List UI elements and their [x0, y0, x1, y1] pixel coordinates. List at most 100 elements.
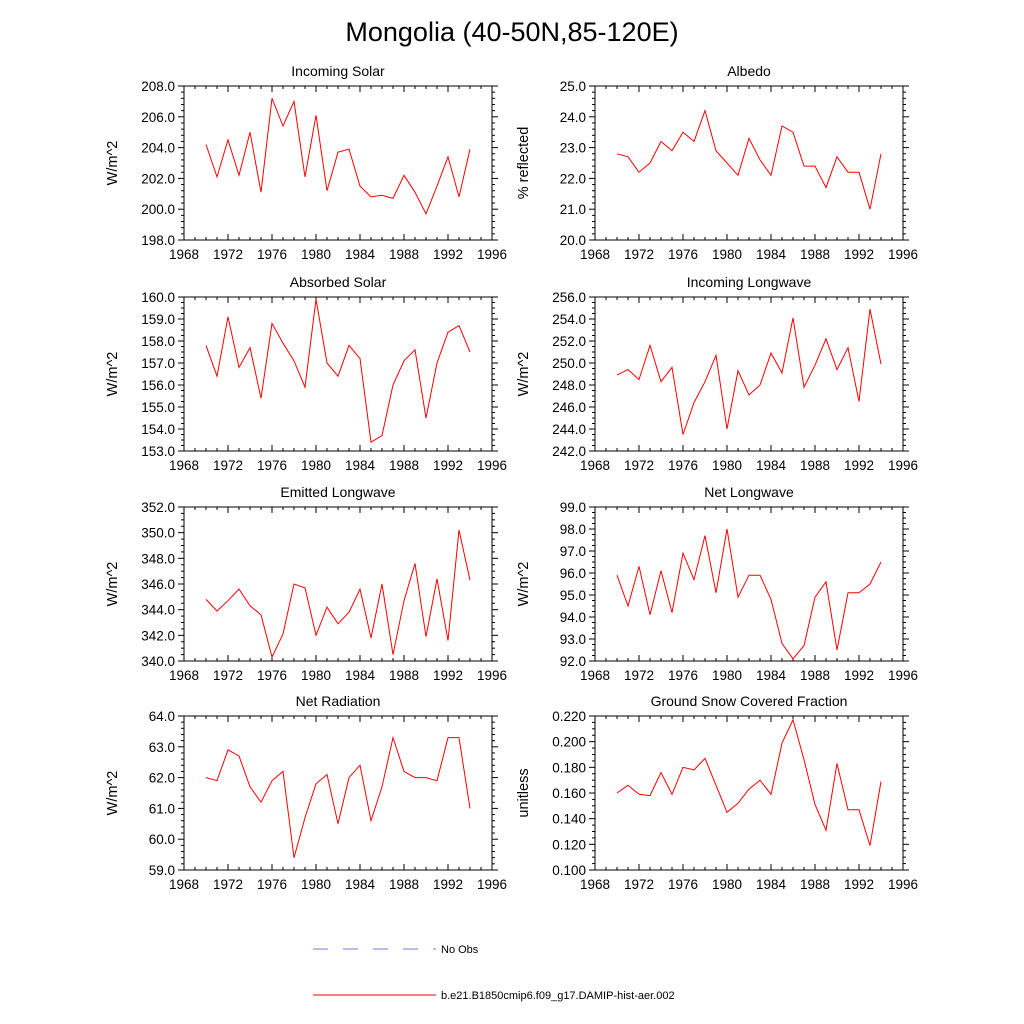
y-tick-label: 242.0 — [552, 444, 586, 459]
y-axis-label: W/m^2 — [105, 771, 121, 816]
y-tick-label: 95.0 — [560, 588, 586, 603]
y-tick-label: 92.0 — [560, 654, 586, 669]
x-tick-label: 1968 — [169, 458, 199, 473]
y-tick-label: 62.0 — [149, 771, 175, 786]
legend-label-no-obs: No Obs — [441, 944, 479, 956]
x-tick-label: 1968 — [580, 458, 610, 473]
series-line-net-radiation — [205, 735, 471, 858]
y-tick-label: 22.0 — [560, 171, 586, 186]
y-tick-label: 348.0 — [141, 551, 175, 566]
panel-emitted-longwave: 1968 1972 1976 1980 1984 1988 1992 1996 340.0 342… — [105, 484, 507, 683]
x-tick-label: 1996 — [477, 458, 507, 473]
x-tick-label: 1972 — [213, 877, 243, 892]
x-tick-label: 1976 — [668, 458, 698, 473]
x-tick-label: 1992 — [844, 877, 874, 892]
y-tick-label: 344.0 — [141, 603, 175, 618]
y-tick-label: 0.140 — [552, 812, 586, 827]
y-tick-label: 250.0 — [552, 356, 586, 371]
y-tick-label: 204.0 — [141, 141, 175, 156]
series-line-emitted-longwave — [205, 529, 471, 659]
y-tick-label: 200.0 — [141, 202, 175, 217]
x-tick-label: 1992 — [433, 668, 463, 683]
x-tick-label: 1980 — [712, 458, 742, 473]
x-tick-label: 1988 — [800, 668, 830, 683]
plot-frame — [183, 715, 493, 871]
x-tick-label: 1972 — [213, 458, 243, 473]
x-tick-label: 1988 — [800, 458, 830, 473]
panel-title: Absorbed Solar — [290, 274, 387, 290]
panel-absorbed-solar: 1968 1972 1976 1980 1984 1988 1992 1996 153.0 154… — [105, 274, 507, 473]
x-tick-label: 1972 — [624, 458, 654, 473]
x-tick-label: 1988 — [800, 247, 830, 262]
y-axis-label: % reflected — [516, 127, 532, 200]
y-tick-label: 159.0 — [141, 312, 175, 327]
x-tick-label: 1976 — [668, 877, 698, 892]
x-tick-label: 1968 — [580, 877, 610, 892]
y-tick-label: 342.0 — [141, 628, 175, 643]
y-axis-label: unitless — [516, 768, 532, 817]
y-tick-label: 154.0 — [141, 422, 175, 437]
x-tick-label: 1968 — [169, 668, 199, 683]
plot-frame — [594, 85, 904, 241]
x-tick-label: 1976 — [668, 668, 698, 683]
x-tick-label: 1992 — [844, 247, 874, 262]
y-tick-label: 99.0 — [560, 500, 586, 515]
y-tick-label: 94.0 — [560, 610, 586, 625]
x-tick-label: 1980 — [301, 877, 331, 892]
y-tick-label: 198.0 — [141, 233, 175, 248]
y-axis-label: W/m^2 — [516, 352, 532, 397]
x-tick-label: 1992 — [433, 458, 463, 473]
x-tick-label: 1996 — [888, 458, 918, 473]
panels-group: 1968 1972 1976 1980 1984 1988 1992 1996 198.0 200… — [105, 63, 918, 892]
x-tick-label: 1988 — [389, 247, 419, 262]
x-tick-label: 1980 — [712, 877, 742, 892]
figure-title: Mongolia (40-50N,85-120E) — [345, 17, 678, 47]
plot-frame — [594, 715, 904, 871]
x-tick-label: 1996 — [888, 668, 918, 683]
y-tick-label: 160.0 — [141, 290, 175, 305]
y-tick-label: 93.0 — [560, 632, 586, 647]
plot-frame — [594, 506, 904, 662]
x-tick-label: 1984 — [756, 247, 787, 262]
panel-incoming-solar: 1968 1972 1976 1980 1984 1988 1992 1996 198.0 200… — [105, 63, 507, 262]
x-tick-label: 1992 — [433, 877, 463, 892]
panel-net-radiation: 1968 1972 1976 1980 1984 1988 1992 1996 59.0 60.0… — [105, 693, 507, 892]
y-tick-label: 64.0 — [149, 709, 175, 724]
y-tick-label: 244.0 — [552, 422, 586, 437]
y-tick-label: 246.0 — [552, 400, 586, 415]
y-tick-label: 98.0 — [560, 522, 586, 537]
panel-title: Ground Snow Covered Fraction — [651, 693, 848, 709]
y-tick-label: 63.0 — [149, 740, 175, 755]
x-tick-label: 1968 — [169, 877, 199, 892]
series-line-ground-snow-covered-fraction — [616, 718, 882, 846]
x-tick-label: 1972 — [624, 877, 654, 892]
y-tick-label: 158.0 — [141, 334, 175, 349]
plot-frame — [183, 296, 493, 452]
y-tick-label: 206.0 — [141, 110, 175, 125]
x-tick-label: 1992 — [844, 668, 874, 683]
x-tick-label: 1980 — [301, 668, 331, 683]
panel-title: Incoming Longwave — [687, 274, 812, 290]
x-tick-label: 1968 — [580, 668, 610, 683]
y-tick-label: 153.0 — [141, 444, 175, 459]
series-line-incoming-longwave — [616, 309, 882, 435]
x-tick-label: 1996 — [477, 247, 507, 262]
plot-frame — [183, 506, 493, 662]
x-tick-label: 1984 — [345, 877, 376, 892]
panel-title: Incoming Solar — [291, 63, 385, 79]
y-tick-label: 59.0 — [149, 863, 175, 878]
x-tick-label: 1992 — [433, 247, 463, 262]
x-tick-label: 1988 — [389, 877, 419, 892]
y-axis-label: W/m^2 — [516, 562, 532, 607]
legend-label-model: b.e21.B1850cmip6.f09_g17.DAMIP-hist-aer.… — [441, 990, 675, 1002]
x-tick-label: 1984 — [345, 668, 376, 683]
y-tick-label: 252.0 — [552, 334, 586, 349]
y-tick-label: 0.100 — [552, 863, 586, 878]
x-tick-label: 1996 — [477, 877, 507, 892]
x-tick-label: 1976 — [257, 458, 287, 473]
y-tick-label: 208.0 — [141, 79, 175, 94]
x-tick-label: 1988 — [389, 458, 419, 473]
y-tick-label: 340.0 — [141, 654, 175, 669]
legend: No Obs b.e21.B1850cmip6.f09_g17.DAMIP-hi… — [313, 944, 675, 1002]
